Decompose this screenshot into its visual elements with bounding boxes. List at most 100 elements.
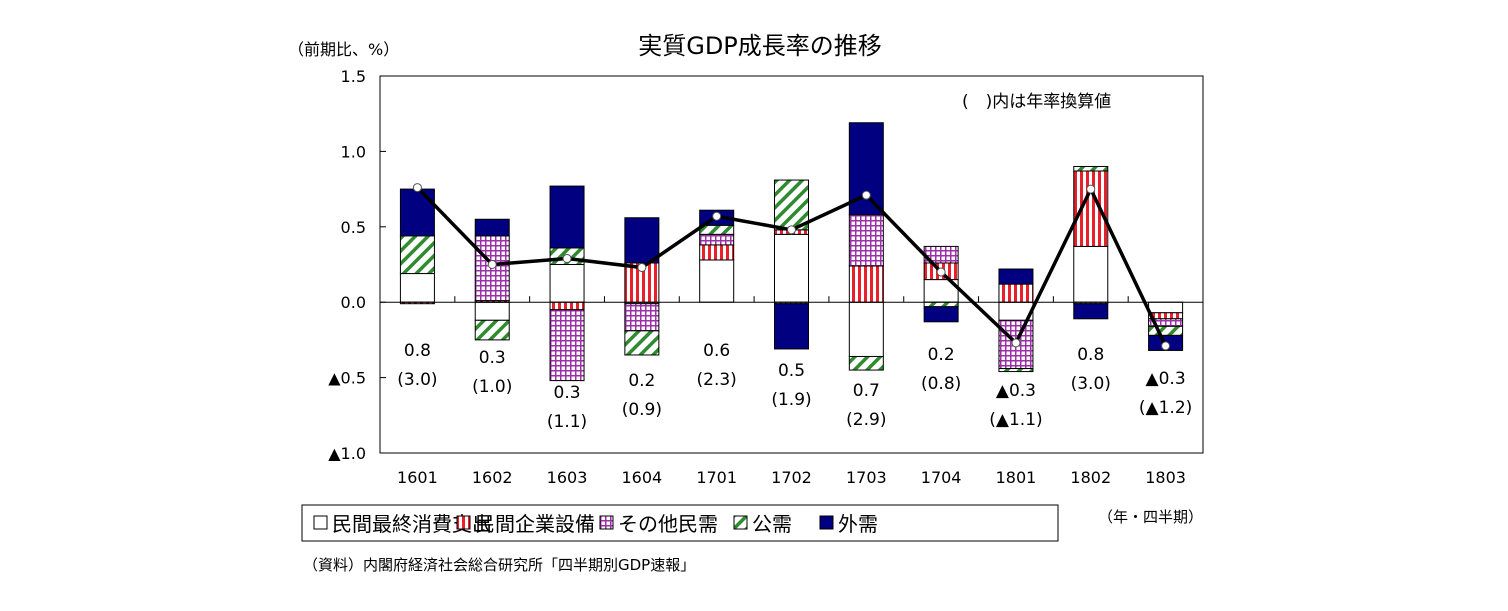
- line-point: [637, 263, 647, 273]
- bar-segment-1: [848, 301, 884, 357]
- data-label: (1.1): [547, 412, 587, 432]
- bar-segment-1: [474, 301, 510, 321]
- line-point: [936, 267, 946, 277]
- bar-segment-2: [848, 265, 884, 303]
- bar-segment-3: [549, 309, 585, 382]
- data-label: (1.0): [472, 377, 512, 397]
- data-label: 0.8: [1077, 345, 1104, 365]
- data-label: (0.9): [622, 400, 662, 420]
- x-tick-label: 1603: [547, 468, 588, 487]
- x-tick-label: 1602: [472, 468, 513, 487]
- x-tick-label: 1802: [1070, 468, 1111, 487]
- data-label: (▲1.1): [989, 410, 1042, 430]
- bar-segment-2: [699, 244, 735, 261]
- data-label: (0.8): [921, 374, 961, 394]
- data-label: 0.2: [628, 371, 655, 391]
- legend-swatch: [599, 515, 614, 530]
- source-note: （資料）内閣府経済社会総合研究所「四半期別GDP速報」: [303, 556, 695, 574]
- bar-segment-4: [1148, 325, 1184, 336]
- data-label: (3.0): [397, 370, 437, 390]
- data-label: 0.6: [703, 341, 730, 361]
- bar-segment-1: [549, 264, 585, 303]
- bar-segment-5: [1073, 303, 1109, 320]
- bar-segment-2: [1073, 170, 1109, 247]
- x-tick-label: 1604: [622, 468, 663, 487]
- legend-swatch: [819, 515, 834, 530]
- bar-segment-2: [549, 301, 585, 311]
- data-label: ▲0.3: [996, 381, 1036, 401]
- data-label: (1.9): [771, 390, 811, 410]
- bar-segment-4: [923, 301, 959, 308]
- legend-swatch: [456, 515, 471, 530]
- line-point: [487, 260, 497, 269]
- y-tick-label: 0.0: [341, 293, 366, 312]
- bar-segment-5: [774, 303, 809, 350]
- data-label: 0.3: [479, 348, 506, 368]
- bar-segment-5: [923, 306, 959, 323]
- legend-swatch: [313, 515, 328, 530]
- legend-swatch: [733, 515, 748, 530]
- legend-label: 外需: [838, 512, 878, 536]
- bar-segment-5: [549, 185, 585, 249]
- x-tick-label: 1801: [996, 468, 1037, 487]
- bar-segment-4: [848, 355, 884, 371]
- legend-label: その他民需: [618, 512, 718, 536]
- y-tick-label: 0.5: [341, 218, 366, 237]
- bar-segment-5: [474, 218, 510, 237]
- bar-segment-4: [774, 179, 809, 231]
- y-tick-label: ▲1.0: [328, 444, 366, 463]
- bar-segment-5: [399, 188, 435, 237]
- bar-segment-3: [699, 233, 735, 246]
- bar-segment-1: [1148, 301, 1184, 314]
- data-label: (2.9): [846, 410, 886, 430]
- x-tick-label: 1702: [771, 468, 812, 487]
- bar-segment-4: [1073, 165, 1109, 172]
- x-tick-label: 1701: [696, 468, 737, 487]
- legend-label: 民間企業設備: [475, 512, 595, 536]
- bar-segment-1: [1073, 245, 1109, 303]
- bar-segment-4: [399, 235, 435, 275]
- bar-segment-1: [699, 259, 735, 303]
- bar-segment-4: [699, 224, 735, 235]
- bar-segment-4: [998, 368, 1034, 373]
- data-label: 0.3: [554, 383, 581, 403]
- y-tick-label: 1.0: [341, 142, 366, 161]
- line-point: [1161, 341, 1171, 351]
- bar-segment-1: [399, 273, 435, 303]
- y-tick-label: ▲0.5: [328, 369, 366, 388]
- data-label: 0.7: [853, 381, 880, 401]
- bar-segment-5: [624, 217, 660, 264]
- bar-segment-2: [998, 283, 1034, 303]
- bar-segment-4: [474, 319, 510, 341]
- x-tick-label: 1703: [846, 468, 887, 487]
- bar-segment-3: [998, 319, 1034, 370]
- data-label: (2.3): [697, 370, 737, 390]
- legend-label: 公需: [752, 512, 792, 536]
- data-label: ▲0.3: [1146, 369, 1186, 389]
- bar-segment-4: [624, 330, 660, 356]
- data-label: (3.0): [1071, 374, 1111, 394]
- plot-frame: [379, 75, 1204, 454]
- data-label: 0.5: [778, 361, 805, 381]
- line-point: [861, 190, 871, 200]
- x-axis-unit: （年・四半期）: [1098, 508, 1203, 526]
- data-label: 0.2: [928, 345, 955, 365]
- bar-segment-1: [774, 233, 809, 303]
- line-point: [1086, 184, 1096, 194]
- bar-segment-5: [998, 268, 1034, 285]
- chart-title: 実質GDP成長率の推移: [638, 32, 882, 60]
- x-tick-label: 1704: [921, 468, 962, 487]
- y-tick-label: 1.5: [341, 67, 366, 86]
- bar-segment-3: [848, 214, 884, 267]
- y-axis-unit: （前期比、%）: [288, 40, 399, 59]
- data-label: 0.8: [404, 341, 431, 361]
- x-tick-label: 1601: [397, 468, 438, 487]
- line-point: [562, 253, 572, 263]
- line-point: [712, 211, 722, 221]
- bar-segment-3: [624, 303, 660, 332]
- line-point: [1011, 338, 1021, 348]
- x-tick-label: 1803: [1145, 468, 1186, 487]
- annotation-note: ( )内は年率換算値: [962, 92, 1111, 112]
